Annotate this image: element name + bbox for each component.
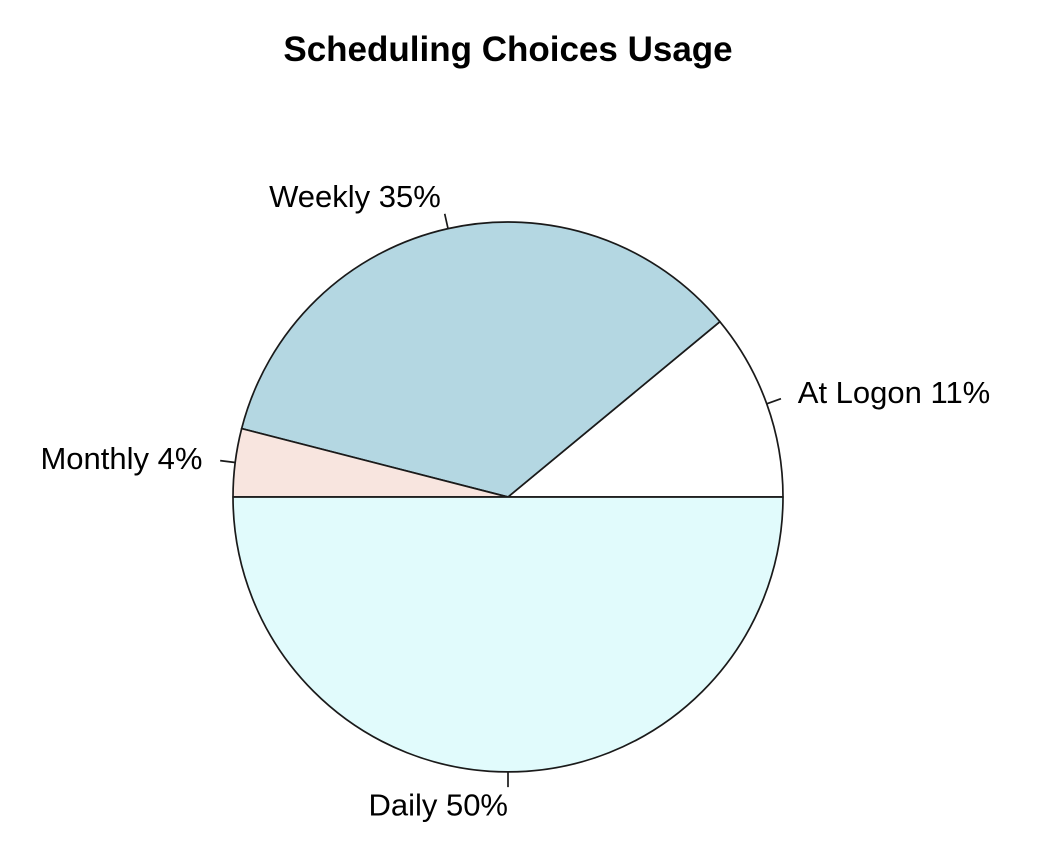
slice-label-monthly: Monthly 4%	[40, 441, 202, 476]
label-tick-weekly	[443, 213, 449, 229]
pie-slice-labels: At Logon 11% Weekly 35% Monthly 4% Daily 50…	[40, 179, 990, 823]
chart-title: Scheduling Choices Usage	[283, 30, 732, 69]
pie-label-ticks	[220, 213, 782, 788]
label-tick-at-logon	[766, 397, 782, 405]
pie-slice-daily	[232, 496, 784, 773]
label-tick-monthly	[220, 459, 236, 464]
pie-slices	[232, 221, 784, 773]
slice-label-at-logon: At Logon 11%	[798, 375, 990, 410]
slice-label-daily: Daily 50%	[368, 788, 508, 823]
slice-label-weekly: Weekly 35%	[269, 179, 441, 214]
pie-slice-weekly	[240, 221, 721, 498]
